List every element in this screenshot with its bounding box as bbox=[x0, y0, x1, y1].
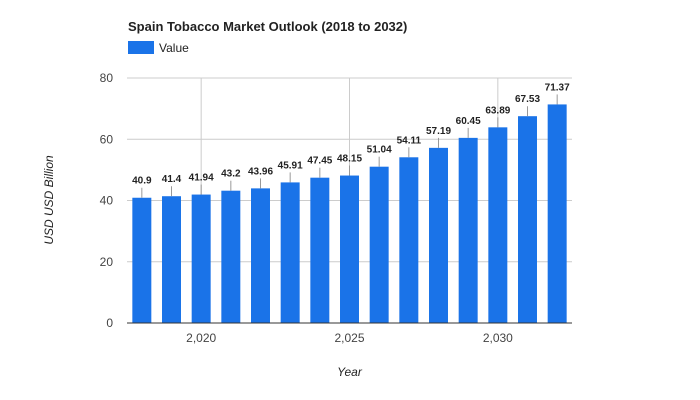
data-labels: 40.9 41.4 41.94 43.2 43.96 45.91 47.45 48.15 51.… bbox=[132, 82, 570, 198]
x-axis-ticks: 2,020 2,025 2,030 bbox=[186, 331, 513, 345]
data-label: 41.94 bbox=[189, 173, 214, 184]
data-label: 63.89 bbox=[485, 105, 510, 116]
y-tick-label: 80 bbox=[100, 71, 114, 85]
x-tick-label: 2,030 bbox=[483, 331, 513, 345]
bar bbox=[132, 197, 152, 323]
legend: Value bbox=[128, 41, 189, 55]
x-tick-label: 2,025 bbox=[334, 331, 364, 345]
bar bbox=[429, 147, 448, 323]
data-label: 57.19 bbox=[426, 126, 451, 137]
chart-title: Spain Tobacco Market Outlook (2018 to 20… bbox=[128, 19, 407, 34]
data-label: 67.53 bbox=[515, 94, 540, 105]
data-label: 60.45 bbox=[456, 116, 481, 127]
data-label: 48.15 bbox=[337, 154, 362, 165]
data-label: 43.2 bbox=[221, 169, 241, 180]
data-label: 41.4 bbox=[162, 174, 182, 185]
x-axis-title: Year bbox=[337, 365, 363, 379]
bar bbox=[162, 196, 181, 323]
bar bbox=[369, 166, 389, 323]
y-tick-label: 0 bbox=[106, 316, 113, 330]
bar bbox=[251, 188, 270, 323]
legend-label-value: Value bbox=[159, 41, 189, 55]
bar bbox=[221, 190, 241, 323]
data-label: 54.11 bbox=[397, 135, 422, 146]
bar bbox=[399, 157, 419, 323]
bar bbox=[518, 116, 537, 323]
bar bbox=[547, 104, 567, 323]
bars bbox=[132, 104, 567, 323]
y-axis-title: USD USD Billion bbox=[42, 155, 56, 245]
legend-swatch-value bbox=[128, 41, 154, 54]
y-tick-label: 60 bbox=[100, 132, 114, 146]
bar bbox=[488, 127, 508, 323]
x-tick-label: 2,020 bbox=[186, 331, 216, 345]
bar bbox=[310, 177, 330, 323]
data-label: 45.91 bbox=[278, 160, 303, 171]
y-axis-ticks: 0 20 40 60 80 bbox=[100, 71, 114, 330]
data-label: 47.45 bbox=[307, 156, 332, 167]
data-label: 71.37 bbox=[545, 82, 570, 93]
y-tick-label: 20 bbox=[100, 255, 114, 269]
bar bbox=[458, 137, 478, 323]
data-label: 43.96 bbox=[248, 166, 273, 177]
bar bbox=[191, 194, 211, 323]
data-label: 40.9 bbox=[132, 176, 152, 187]
bar bbox=[280, 182, 300, 323]
data-label: 51.04 bbox=[367, 145, 392, 156]
bar bbox=[340, 175, 359, 323]
y-tick-label: 40 bbox=[100, 194, 114, 208]
